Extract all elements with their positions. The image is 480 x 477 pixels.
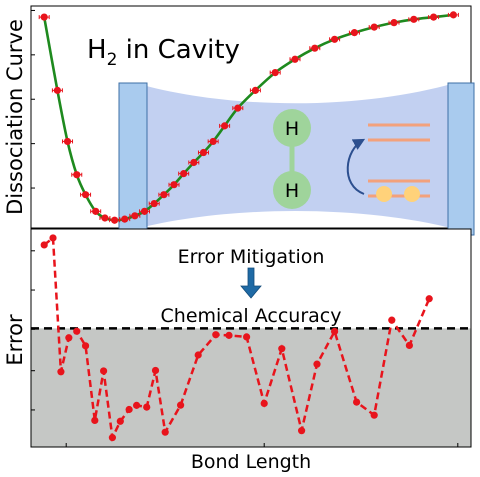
bottom-axis-ticks	[31, 250, 459, 447]
error-point	[100, 367, 108, 375]
top-title: H2 in Cavity	[87, 35, 240, 70]
error-point	[353, 398, 361, 406]
top-y-axis-label: Dissociation Curve	[3, 19, 27, 215]
error-point	[177, 401, 185, 409]
error-point	[331, 327, 339, 336]
bottom-plot-frame	[30, 228, 472, 448]
error-point	[49, 234, 57, 242]
top-series	[38, 11, 459, 224]
top-panel: H H H2 in Cavity Dissociation Curve	[3, 5, 475, 236]
dissociation-point	[63, 137, 72, 146]
dissociation-point	[209, 137, 217, 146]
dissociation-point	[180, 170, 188, 178]
dissociation-point	[271, 69, 279, 77]
error-mitigation-arrow	[240, 267, 262, 299]
error-point	[405, 341, 413, 350]
dissociation-point	[234, 104, 242, 112]
electron-2	[404, 186, 420, 202]
dissociation-point	[81, 191, 90, 199]
error-point	[225, 331, 233, 339]
dissociation-point	[430, 13, 438, 21]
title-base: H	[87, 35, 107, 65]
cavity-field	[135, 83, 455, 229]
excitation-arrow	[346, 138, 366, 195]
dissociation-point	[449, 11, 457, 19]
error-point	[108, 434, 116, 442]
dissociation-point	[111, 216, 119, 224]
dissociation-point	[170, 181, 178, 189]
dissociation-point	[53, 86, 62, 94]
error-point	[243, 333, 251, 341]
dissociation-point	[251, 86, 259, 94]
error-point	[125, 405, 133, 414]
chemical-accuracy-label: Chemical Accuracy	[161, 305, 342, 327]
error-point	[425, 295, 433, 303]
x-axis-label: Bond Length	[191, 451, 311, 473]
error-point	[278, 345, 286, 353]
error-point	[194, 351, 202, 359]
dissociation-point	[101, 214, 109, 222]
title-subscript: 2	[107, 50, 118, 70]
error-point	[81, 342, 90, 350]
error-point	[73, 327, 81, 335]
dissociation-point	[73, 171, 81, 179]
dissociation-point	[199, 148, 208, 157]
dissociation-point	[190, 158, 198, 167]
atom-label-top: H	[285, 118, 299, 140]
right-mirror	[447, 82, 475, 236]
cavity-inset: H H	[118, 82, 475, 236]
dissociation-point	[291, 55, 299, 63]
dissociation-point	[121, 215, 129, 223]
dissociation-point	[92, 207, 100, 215]
error-point	[91, 416, 99, 425]
error-point	[65, 334, 73, 342]
atom-label-bottom: H	[285, 180, 299, 202]
error-point	[298, 427, 306, 435]
dissociation-point	[370, 23, 378, 31]
dissociation-point	[131, 212, 139, 220]
dissociation-point	[160, 191, 168, 199]
top-y-ticks	[31, 9, 35, 189]
dissociation-point	[140, 207, 149, 215]
error-point	[133, 401, 141, 409]
bottom-y-axis-label: Error	[3, 314, 27, 366]
dissociation-point	[390, 19, 398, 27]
bottom-panel: Chemical Accuracy Error Mitigation Error…	[3, 228, 472, 473]
error-point	[388, 316, 396, 324]
dissociation-point	[331, 35, 339, 43]
error-point	[260, 399, 268, 407]
error-point	[40, 241, 48, 249]
error-point	[161, 428, 169, 436]
dissociation-point	[350, 29, 358, 37]
error-point	[143, 403, 151, 411]
dissociation-point	[150, 199, 158, 208]
hydrogen-atom-bottom	[273, 171, 311, 209]
error-point	[151, 366, 160, 375]
error-mitigation-label: Error Mitigation	[178, 246, 325, 268]
title-rest: in Cavity	[117, 35, 240, 65]
hydrogen-atom-top	[273, 109, 311, 147]
error-point	[57, 368, 65, 376]
below-accuracy-region	[31, 328, 471, 447]
dissociation-point	[410, 15, 418, 23]
dissociation-point	[311, 44, 319, 52]
error-point	[212, 331, 220, 339]
dissociation-point	[40, 13, 48, 21]
error-point	[313, 360, 321, 368]
error-point	[116, 417, 124, 425]
error-point	[370, 411, 378, 419]
electron-1	[376, 186, 392, 202]
dissociation-point	[221, 122, 229, 130]
bottom-series	[40, 234, 433, 442]
